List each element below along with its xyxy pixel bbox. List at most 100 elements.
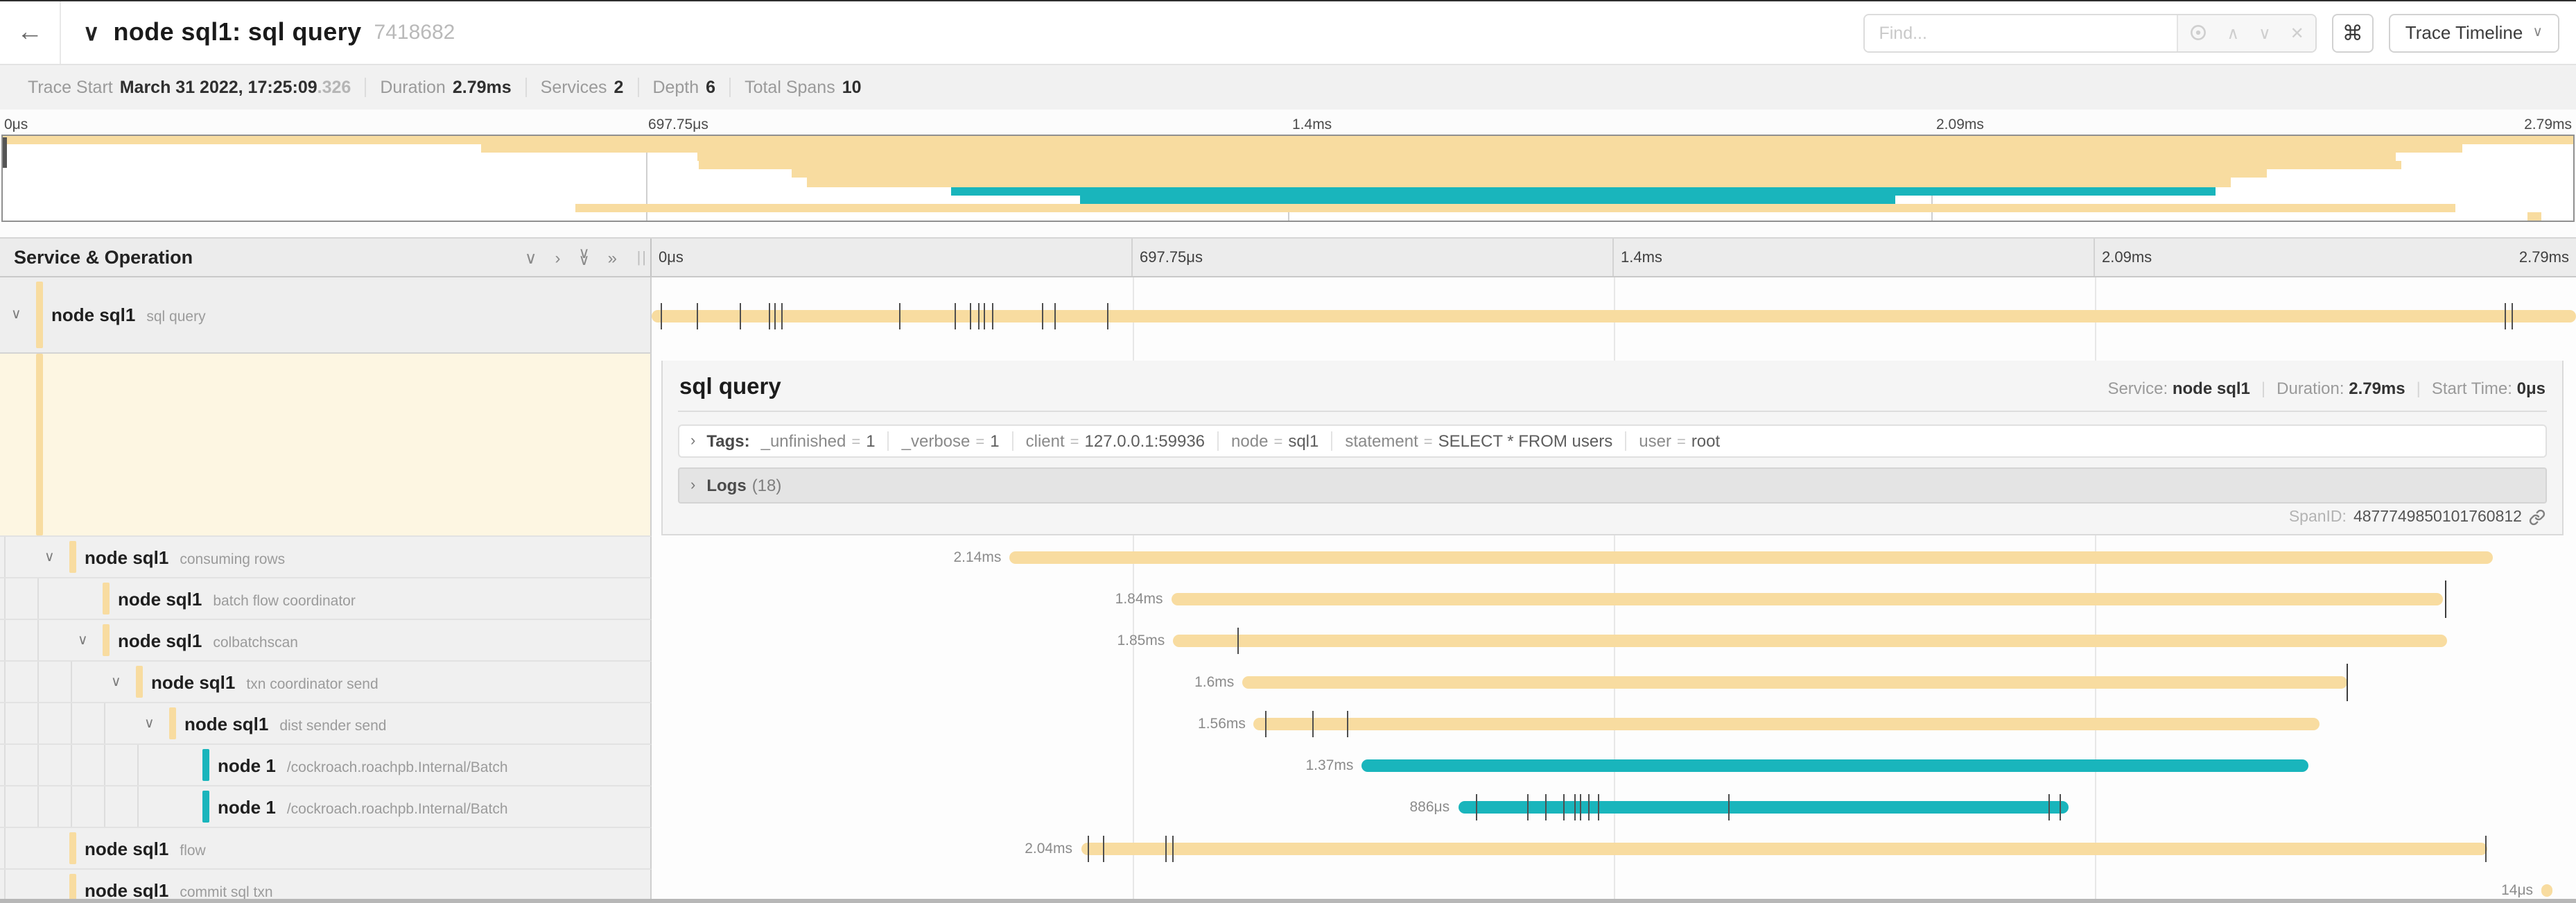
tags-label: Tags: [706,431,750,451]
link-icon[interactable] [2529,509,2545,526]
tree-row[interactable]: ∨ node sql1 dist sender send [0,703,652,745]
summary-label: Trace Start [28,78,113,97]
timeline-row[interactable]: 886μs [652,786,2576,828]
keyboard-shortcuts-button[interactable]: ⌘ [2331,13,2374,52]
tree-controls: ∨ › ∨ ∨ » [524,245,617,268]
collapse-all-icon[interactable]: ∨ ∨ [578,245,590,268]
tree-row[interactable]: node sql1 commit sql txn [0,870,652,903]
log-tick [1312,711,1314,737]
detail-meta: Service: node sql1 | Duration: 2.79ms | St… [2107,379,2545,398]
indent-guide [4,537,6,577]
trace-summary-item: Services 2 [527,78,639,97]
timeline-row[interactable]: 1.56ms [652,703,2576,745]
highlight-target-icon[interactable] [2189,24,2207,42]
span-id-value: 4877749850101760812 [2353,509,2522,526]
span-row: ∨ node sql1 colbatchscan 1.85ms [0,620,2576,662]
trace-summary-item: Depth 6 [638,78,731,97]
tree-row[interactable]: ∨ node sql1 txn coordinator send [0,662,652,703]
find-next-icon[interactable]: ∨ [2259,23,2271,42]
chevron-down-icon[interactable]: ∨ [44,549,55,565]
chevron-down-icon[interactable]: ∨ [78,633,88,648]
minimap-canvas[interactable] [1,135,2575,222]
timeline-row[interactable]: 14μs [652,870,2576,903]
tag-key: node [1231,431,1269,451]
expand-one-icon[interactable]: › [555,248,561,267]
tick-label-cell: 1.4ms [1288,117,1932,133]
span-names: node sql1 flow [85,838,206,859]
span-duration-label: 1.37ms [1305,757,1354,774]
minimap-drag-handle[interactable] [3,137,6,168]
minimap-span-row [3,203,2573,212]
tree-row[interactable]: node sql1 flow [0,828,652,870]
tree-row[interactable]: ∨ node sql1 sql query [0,277,652,354]
tree-row[interactable]: node 1/cockroach.roachpb.Internal/Batch [0,745,652,786]
log-tick [1172,836,1174,862]
tag-key: statement [1345,431,1418,451]
expand-all-icon[interactable]: » [607,248,617,267]
column-headers: Service & Operation ∨ › ∨ ∨ » || 0μs 697.7… [0,237,2576,277]
timeline-row[interactable] [652,277,2576,354]
view-selector-dropdown[interactable]: Trace Timeline ∨ [2388,13,2559,52]
tick-label: 2.79ms [2518,249,2569,266]
timeline-row[interactable]: 2.14ms [652,537,2576,578]
tag-item: _verbose = 1 [902,431,1000,451]
span-row: node sql1 flow 2.04ms [0,828,2576,870]
tag-value: SELECT * FROM users [1438,431,1613,451]
timeline-gridline [1614,277,1615,903]
span-bar[interactable] [1253,718,2320,730]
span-row: ∨ node sql1 sql query [0,277,2576,354]
logs-accordion[interactable]: › Logs (18) [678,467,2547,504]
tag-key: _unfinished [760,431,846,451]
span-bar[interactable] [1458,801,2069,814]
equals-sign: = [1423,434,1433,451]
timeline-row[interactable]: 1.84ms [652,578,2576,620]
equals-sign: = [1273,434,1283,451]
span-bar[interactable] [1361,759,2309,772]
timeline-row[interactable]: 2.04ms [652,828,2576,870]
trace-collapse-icon[interactable]: ∨ [83,22,100,45]
back-button[interactable]: ← [0,1,61,64]
span-duration-label: 14μs [2501,882,2534,899]
span-bar[interactable] [2541,884,2552,897]
tags-accordion[interactable]: › Tags: _unfinished = 1 _verbose = 1 client = 12… [678,424,2547,458]
span-bar[interactable] [1009,551,2494,564]
tag-separator [1625,431,1627,451]
find-clear-icon[interactable]: ✕ [2290,23,2304,42]
chevron-down-icon[interactable]: ∨ [11,307,21,322]
trace-summary-item: Trace Start March 31 2022, 17:25:09.326 [14,78,367,97]
log-tick [739,302,741,329]
chevron-down-icon[interactable]: ∨ [144,716,155,731]
timeline-row[interactable]: 1.85ms [652,620,2576,662]
chevron-down-icon[interactable]: ∨ [111,674,121,689]
span-row: ∨ node sql1 txn coordinator send 1.6ms [0,662,2576,703]
column-resize-handle[interactable]: || [636,250,647,266]
collapse-one-icon[interactable]: ∨ [524,248,537,267]
span-bar[interactable] [1173,635,2447,647]
operation-name: consuming rows [180,551,286,567]
span-bar[interactable] [1081,843,2488,855]
span-color-bar [103,583,109,614]
tree-row[interactable]: ∨ node sql1 consuming rows [0,537,652,578]
log-tick [1054,302,1056,329]
timeline-row[interactable]: 1.6ms [652,662,2576,703]
operation-name: /cockroach.roachpb.Internal/Batch [286,759,508,775]
trace-id: 7418682 [374,21,455,44]
log-tick [1563,794,1565,820]
span-bar[interactable] [652,309,2576,322]
operation-name: dist sender send [279,717,387,734]
log-tick [1165,836,1167,862]
span-bar[interactable] [1242,676,2347,689]
summary-value: 10 [842,78,862,97]
detail-row-right: sql query Service: node sql1 | Duration: … [652,354,2576,537]
minimap-span-bar [792,169,2268,178]
operation-name: colbatchscan [213,634,298,651]
tree-row[interactable]: node 1/cockroach.roachpb.Internal/Batch [0,786,652,828]
tree-row[interactable]: ∨ node sql1 colbatchscan [0,620,652,662]
span-bar[interactable] [1171,593,2444,605]
span-id-row: SpanID: 4877749850101760812 [678,504,2547,527]
find-input[interactable] [1865,15,2177,51]
timeline-row[interactable]: 1.37ms [652,745,2576,786]
log-tick [774,302,776,329]
find-prev-icon[interactable]: ∧ [2227,23,2240,42]
tree-row[interactable]: node sql1 batch flow coordinator [0,578,652,620]
